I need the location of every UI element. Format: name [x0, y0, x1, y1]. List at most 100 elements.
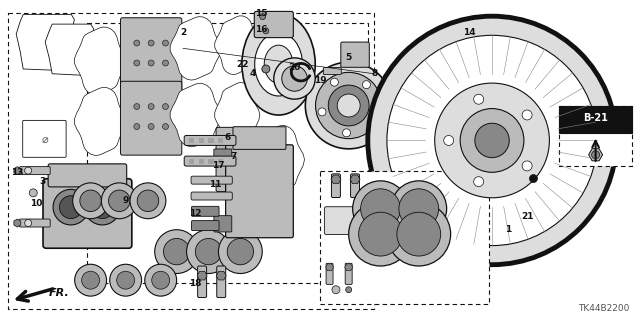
Circle shape	[529, 174, 538, 182]
FancyBboxPatch shape	[209, 159, 214, 164]
Circle shape	[163, 60, 168, 66]
Polygon shape	[215, 16, 260, 75]
Circle shape	[134, 123, 140, 130]
Text: 8: 8	[371, 69, 378, 78]
Circle shape	[187, 230, 230, 273]
Polygon shape	[253, 125, 305, 194]
Circle shape	[305, 62, 392, 149]
Circle shape	[387, 35, 597, 246]
FancyBboxPatch shape	[226, 145, 293, 238]
FancyBboxPatch shape	[120, 81, 182, 155]
Text: 17: 17	[212, 161, 225, 170]
Text: 16: 16	[255, 25, 268, 34]
FancyBboxPatch shape	[324, 207, 364, 234]
FancyBboxPatch shape	[189, 138, 195, 143]
Circle shape	[362, 81, 371, 89]
Text: TK44B2200: TK44B2200	[578, 304, 629, 313]
FancyBboxPatch shape	[559, 106, 632, 132]
Circle shape	[370, 112, 378, 120]
FancyBboxPatch shape	[48, 164, 127, 187]
Circle shape	[226, 146, 232, 152]
FancyBboxPatch shape	[345, 263, 352, 284]
Circle shape	[227, 239, 253, 265]
Text: 18: 18	[189, 279, 202, 288]
FancyBboxPatch shape	[191, 221, 219, 231]
FancyBboxPatch shape	[214, 149, 232, 165]
Polygon shape	[75, 87, 126, 155]
Text: B-21: B-21	[583, 113, 608, 123]
Text: 15: 15	[255, 9, 268, 18]
Text: 2: 2	[180, 28, 186, 37]
Circle shape	[163, 40, 168, 46]
Circle shape	[109, 264, 141, 296]
Circle shape	[330, 78, 339, 86]
Circle shape	[25, 167, 31, 174]
FancyBboxPatch shape	[120, 18, 182, 92]
Circle shape	[116, 271, 134, 289]
Text: ⌀: ⌀	[42, 136, 48, 145]
FancyBboxPatch shape	[191, 192, 232, 200]
Circle shape	[460, 108, 524, 172]
Circle shape	[342, 129, 351, 137]
Circle shape	[163, 123, 168, 130]
Polygon shape	[45, 24, 97, 76]
Circle shape	[53, 189, 88, 225]
Circle shape	[134, 60, 140, 66]
Circle shape	[137, 190, 159, 211]
FancyBboxPatch shape	[332, 174, 340, 197]
Text: 12: 12	[189, 209, 202, 218]
Circle shape	[387, 202, 451, 266]
FancyBboxPatch shape	[209, 138, 214, 143]
Text: 3: 3	[40, 177, 46, 186]
Text: 21: 21	[521, 212, 533, 221]
Circle shape	[263, 28, 269, 34]
FancyBboxPatch shape	[214, 216, 232, 232]
Ellipse shape	[242, 13, 316, 115]
Ellipse shape	[282, 66, 307, 91]
Text: 14: 14	[463, 28, 476, 37]
Bar	[8, 13, 374, 309]
Circle shape	[218, 230, 262, 273]
Circle shape	[399, 189, 438, 229]
Circle shape	[109, 190, 130, 211]
FancyBboxPatch shape	[323, 68, 341, 75]
Circle shape	[148, 123, 154, 130]
Circle shape	[318, 108, 326, 116]
Circle shape	[101, 183, 137, 219]
Circle shape	[316, 72, 382, 139]
Text: FR.: FR.	[49, 288, 70, 298]
Polygon shape	[170, 83, 221, 147]
Ellipse shape	[264, 45, 293, 83]
FancyBboxPatch shape	[199, 159, 204, 164]
Text: 19: 19	[314, 76, 326, 85]
Circle shape	[148, 104, 154, 109]
FancyBboxPatch shape	[22, 120, 66, 157]
Circle shape	[353, 181, 408, 237]
FancyBboxPatch shape	[43, 179, 132, 248]
Circle shape	[195, 239, 221, 265]
Polygon shape	[170, 17, 221, 80]
Circle shape	[391, 181, 447, 237]
Text: 13: 13	[11, 168, 24, 177]
Polygon shape	[215, 83, 260, 148]
Circle shape	[337, 94, 360, 117]
Circle shape	[332, 286, 340, 294]
Circle shape	[60, 196, 83, 219]
FancyBboxPatch shape	[326, 263, 333, 284]
Circle shape	[134, 40, 140, 46]
Circle shape	[163, 239, 190, 265]
Circle shape	[226, 164, 232, 170]
Circle shape	[130, 183, 166, 219]
Circle shape	[475, 123, 509, 158]
FancyBboxPatch shape	[19, 219, 50, 227]
Text: 6: 6	[225, 133, 231, 142]
Circle shape	[73, 183, 109, 219]
FancyBboxPatch shape	[216, 127, 265, 192]
Bar	[320, 171, 489, 304]
FancyBboxPatch shape	[191, 206, 219, 216]
Circle shape	[522, 110, 532, 120]
Circle shape	[80, 190, 101, 211]
Circle shape	[248, 146, 255, 152]
Circle shape	[145, 264, 177, 296]
Polygon shape	[75, 27, 126, 95]
